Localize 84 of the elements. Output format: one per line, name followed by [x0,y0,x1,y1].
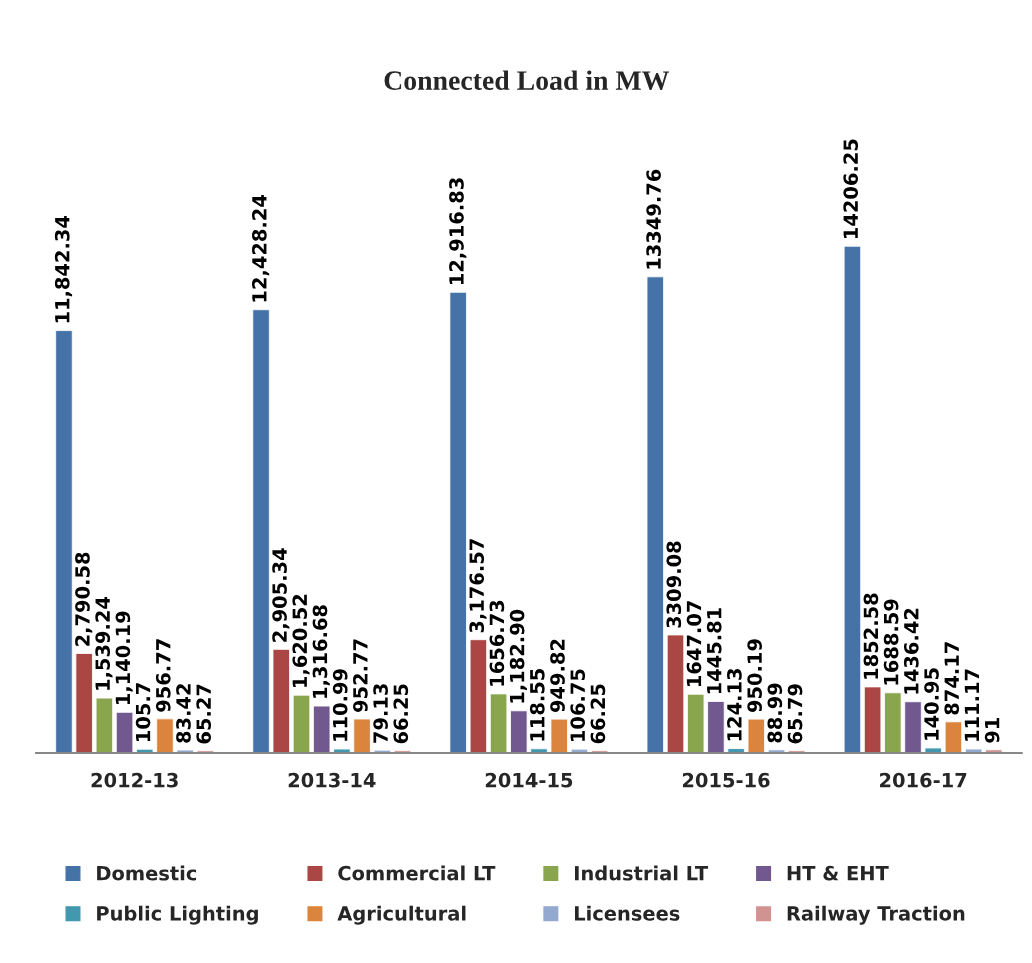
data-label: 83.42 [176,684,191,743]
data-label: 88.99 [767,683,783,743]
bar [292,694,311,753]
legend-label: Agricultural [337,905,466,925]
bar [843,245,862,753]
legend-label: Railway Traction [787,905,965,925]
data-label: 110.99 [332,669,348,741]
legend-label: Licensees [574,905,680,921]
data-label: 950.19 [747,639,762,713]
data-label: 1852.58 [863,593,879,679]
data-label: 3309.08 [666,541,682,628]
data-label: 12,428.24 [252,195,270,302]
bar [353,718,371,753]
data-label: 66.25 [590,684,606,744]
bar [687,693,705,753]
data-label: 952.77 [353,639,368,712]
data-label: 12,916.83 [449,178,467,285]
legend-label: Commercial LT [338,865,496,881]
bar [707,701,725,753]
data-label: 106.75 [570,669,586,741]
data-label: 13349.76 [646,169,661,269]
legend-label: Public Lighting [97,905,258,925]
x-tick-label: 2015-16 [682,772,770,788]
bar [75,653,93,753]
bar [924,747,942,753]
data-label: 1656.73 [489,600,505,686]
legend-label: HT & EHT [787,865,889,881]
bar [964,748,983,753]
bar [747,718,766,753]
bar [884,692,902,753]
bar [469,639,488,753]
bar [863,686,882,753]
data-label: 1688.59 [883,599,899,685]
data-label: 1,182.90 [509,609,527,703]
data-label: 956.77 [155,639,171,712]
bar [550,718,568,753]
data-label: 1647.07 [686,601,702,686]
data-label: 1,620.52 [292,594,310,687]
chart-title: Connected Load in MW [384,70,670,91]
bar [666,634,685,753]
data-label: 2,790.58 [75,552,93,646]
x-tick-label: 2013-14 [288,772,376,788]
data-label: 3,176.57 [469,539,487,633]
x-tick-label: 2014-15 [485,772,573,788]
data-label: 79.13 [373,684,388,743]
data-label: 124.13 [727,669,742,741]
legend-label: Industrial LT [574,865,709,881]
x-tick-label: 2012-13 [91,772,178,788]
data-label: 1445.81 [706,608,722,694]
bar [115,711,134,753]
bar [95,697,114,753]
bar [272,648,290,753]
data-label: 1,140.19 [115,611,133,705]
data-label: 1,539.24 [95,596,113,690]
data-label: 118.55 [529,669,545,741]
data-label: 105.7 [135,683,151,741]
bar [646,276,664,753]
data-label: 874.17 [944,642,960,715]
bar [944,721,963,753]
data-label: 11,842.34 [54,215,73,323]
bar [530,748,548,753]
bar [312,705,331,753]
bar [904,701,922,753]
bar [489,693,508,753]
x-tick-label: 2016-17 [880,772,967,788]
data-label: 1436.42 [903,608,919,694]
data-label: 65.27 [196,684,212,744]
data-label: 2,905.34 [272,548,290,642]
data-label: 949.82 [550,639,565,713]
data-label: 14206.25 [843,139,859,239]
data-label: 91 [984,717,1000,743]
bar [55,330,73,753]
bar [510,710,528,753]
bar [252,309,270,753]
data-label: 140.95 [924,668,939,740]
bar [333,748,351,753]
bar [176,749,194,753]
data-label: 1,316.68 [312,605,330,698]
bar [156,718,174,753]
data-label: 111.17 [964,669,979,741]
bar [449,291,467,753]
data-label: 66.25 [393,684,409,744]
legend-label: Domestic [97,865,197,881]
data-label: 65.79 [787,684,803,744]
